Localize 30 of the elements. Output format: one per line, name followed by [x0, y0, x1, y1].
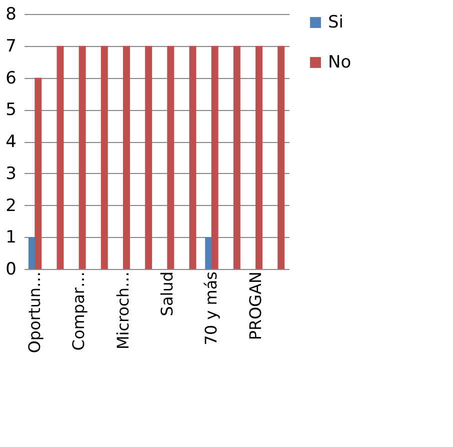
bar: [211, 46, 218, 269]
bar: [56, 46, 64, 269]
x-tick-label: Oportun…: [25, 272, 44, 354]
bar: [255, 46, 262, 269]
x-tick-label: Salud: [158, 272, 177, 316]
y-tick-label: 4: [6, 132, 16, 152]
x-tick-label: Microch…: [113, 272, 132, 350]
y-tick-label: 3: [6, 164, 16, 184]
bar: [278, 46, 285, 269]
y-tick-label: 2: [6, 196, 16, 216]
bar: [122, 46, 130, 269]
bar: [145, 46, 152, 269]
bar: [34, 78, 42, 269]
bar: [167, 46, 174, 269]
y-tick-label: 7: [6, 36, 16, 56]
y-tick-label: 1: [6, 228, 16, 248]
bar: [78, 46, 86, 269]
bar: [233, 46, 240, 269]
x-tick-label: 70 y más: [202, 272, 221, 346]
bar: [100, 46, 108, 269]
legend-label: No: [328, 52, 352, 72]
x-tick-label: Compar…: [69, 272, 88, 351]
y-tick-label: 0: [6, 260, 16, 280]
y-tick-label: 6: [6, 68, 16, 88]
bar: [189, 46, 196, 269]
bar: [205, 237, 212, 269]
legend-label: Si: [328, 12, 344, 32]
y-tick-label: 8: [6, 4, 16, 24]
x-tick-label: PROGAN: [246, 272, 265, 340]
y-tick-label: 5: [6, 100, 16, 120]
